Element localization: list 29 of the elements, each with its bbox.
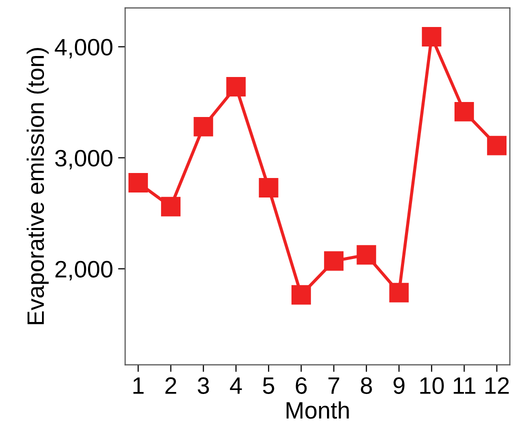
point bbox=[487, 136, 507, 156]
x-tick-label: 8 bbox=[360, 377, 372, 394]
y-axis-title: Evaporative emission (ton) bbox=[26, 48, 49, 324]
point bbox=[454, 102, 474, 122]
point bbox=[356, 245, 376, 265]
y-tick-label: 3,000 bbox=[55, 150, 112, 170]
y-tick-label: 4,000 bbox=[54, 38, 112, 58]
x-tick-label: 11 bbox=[454, 377, 476, 394]
x-tick-label: 3 bbox=[198, 377, 209, 394]
x-tick-label: 5 bbox=[262, 377, 274, 394]
x-tick-label: 4 bbox=[230, 377, 242, 394]
x-tick-label: 10 bbox=[420, 377, 444, 394]
x-tick-label: 6 bbox=[296, 377, 307, 394]
x-tick-label: 9 bbox=[394, 377, 404, 394]
point bbox=[422, 27, 442, 46]
point bbox=[161, 196, 181, 216]
point bbox=[291, 285, 311, 305]
point bbox=[226, 77, 246, 96]
x-tick-label: 2 bbox=[165, 377, 176, 394]
x-axis-title: Month bbox=[286, 401, 349, 419]
x-tick-label: 12 bbox=[485, 377, 509, 394]
point bbox=[194, 116, 214, 136]
x-tick-label: 1 bbox=[133, 377, 144, 394]
x-tick-label: 7 bbox=[328, 377, 340, 394]
point bbox=[128, 173, 148, 192]
point bbox=[389, 282, 409, 302]
y-tick-label: 2,000 bbox=[55, 260, 112, 280]
point bbox=[324, 251, 344, 271]
point bbox=[258, 178, 278, 198]
